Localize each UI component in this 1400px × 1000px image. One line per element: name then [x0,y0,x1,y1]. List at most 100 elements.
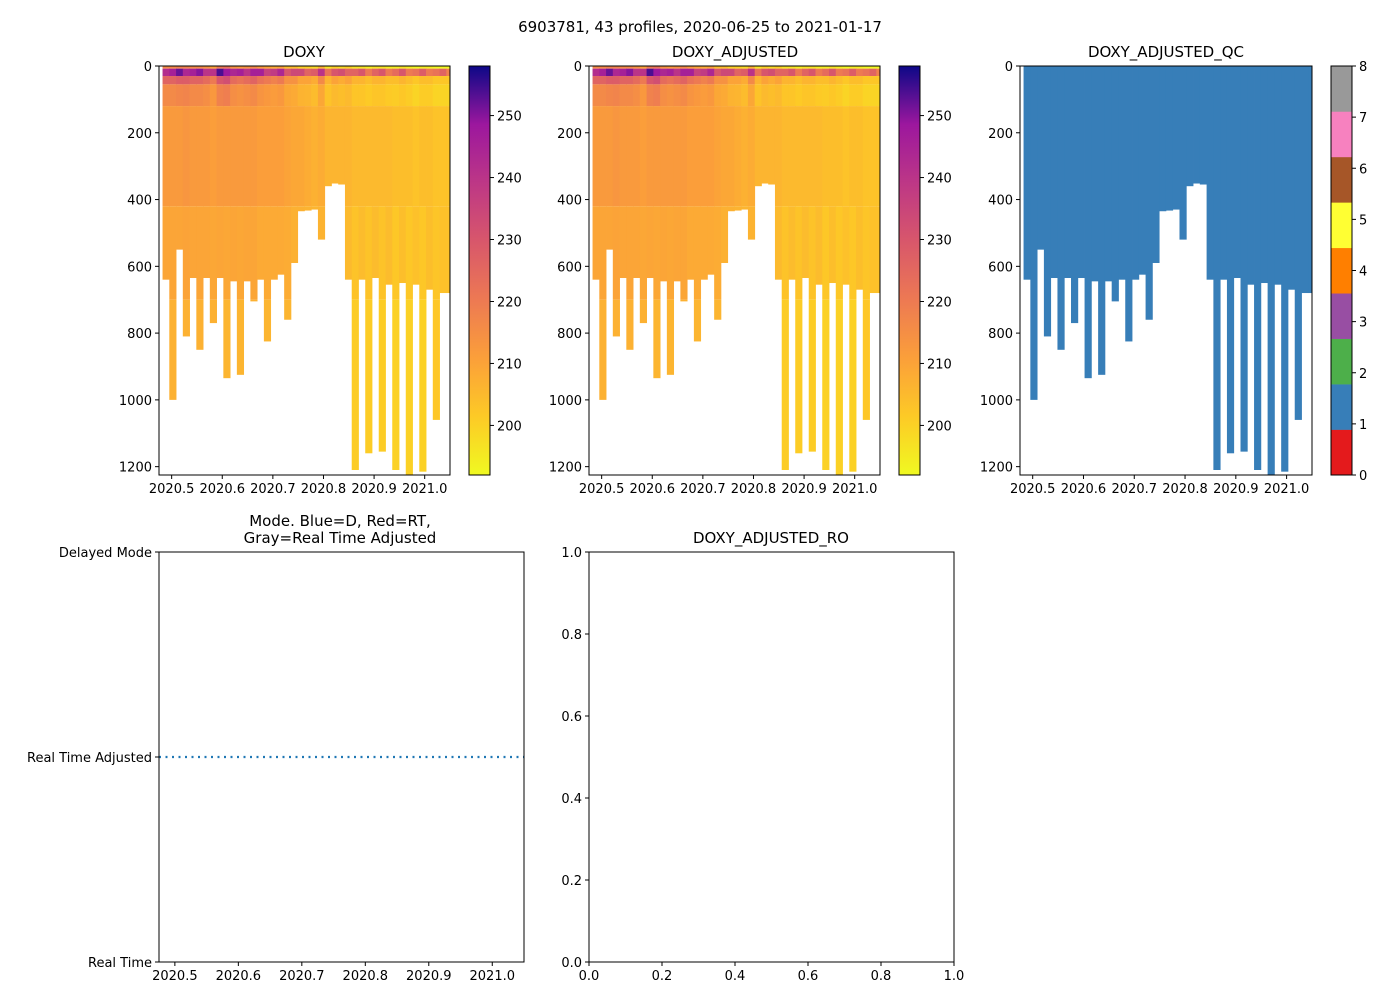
profile-column [317,66,326,240]
y-tick-label: 1200 [119,461,152,476]
profile-cell [203,76,211,85]
profile-column [371,66,380,279]
profile-cell [869,76,877,85]
profile-cell [216,206,224,279]
qc-column [1132,66,1140,280]
profile-cell [169,299,177,400]
profile-cell [639,206,647,300]
profile-column [277,66,285,275]
profile-cell [203,68,211,77]
profile-cell [432,299,440,420]
axis-ticks: 2020.5 2020.6 2020.7 2020.8 2020.9 2021.0 0 200… [549,60,878,497]
y-tick-label: 600 [988,260,1013,275]
profile-column [788,66,796,280]
profile-cell [815,68,823,77]
profile-column [680,66,688,302]
profile-column [653,66,661,379]
profile-column [243,66,251,282]
profile-cell [196,68,204,77]
axes-frame [588,551,955,963]
profile-cell [351,66,359,69]
profile-cell [365,106,373,207]
profile-cell [815,106,823,207]
profile-cell [392,106,400,207]
profile-cell [829,84,837,107]
profile-column [612,66,620,337]
profile-column [673,66,681,282]
profile-cell [236,68,245,77]
profile-cell [284,106,292,207]
profile-cell [747,106,756,207]
profile-cell [720,106,729,207]
profile-cell [365,299,373,454]
profile-cell [182,84,190,107]
qc-column [1294,66,1302,420]
profile-column [700,66,708,280]
profile-cell [666,76,675,85]
profile-cell [223,68,231,77]
profile-column [236,66,245,375]
panel-title-line1: Mode. Blue=D, Red=RT, [249,512,431,530]
profile-cell [862,299,870,420]
profile-cell [747,84,756,107]
profile-cell [687,106,695,207]
qc-column [1071,66,1079,324]
profile-cell [304,206,312,211]
qc-column [1301,66,1309,294]
profile-cell [822,76,830,85]
x-tick-label: 2020.5 [149,482,195,497]
x-tick-label: 2021.0 [470,969,516,984]
profile-cell [680,206,688,300]
profile-cell [781,68,789,77]
profile-column [290,66,299,263]
profile-cell [270,106,278,207]
profile-cell [432,68,440,77]
profile-cell [392,68,400,77]
profile-column [815,66,823,285]
qc-column [1111,66,1119,302]
qc-column [1240,66,1248,452]
x-tick-label: 2020.8 [343,969,389,984]
profile-cell [162,84,170,107]
profile-cell [317,84,326,107]
profile-cell [761,68,769,77]
profile-cell [856,206,864,290]
profile-cell [815,84,823,107]
profile-cell [209,106,217,207]
x-tick-label: 2020.6 [1061,482,1107,497]
profile-cell [419,66,427,69]
profile-cell [801,84,810,107]
profile-cell [633,68,641,77]
profile-cell [331,76,339,85]
profile-column [639,66,647,324]
profile-cell [619,66,627,69]
profile-cell [835,206,843,300]
profile-cell [358,76,366,85]
profile-cell [781,299,789,470]
x-tick-label: 2020.9 [1213,482,1259,497]
profile-column [869,66,877,294]
profile-cell [162,66,170,69]
profile-cell [714,76,722,85]
colorbar-tick-label: 230 [497,234,522,249]
profile-cell [243,206,251,282]
profile-column [741,66,749,210]
profile-cell [801,76,810,85]
profile-cell [405,106,413,207]
profile-cell [707,76,715,85]
y-tick-label: 200 [557,127,582,142]
profile-cell [680,76,688,85]
profile-cell [317,66,326,69]
profile-cell [297,76,305,85]
profile-cell [822,206,830,300]
profile-column [284,66,292,320]
profile-cell [176,68,184,77]
profile-cell [856,84,864,107]
heatmap-doxy-adjusted [592,66,880,475]
profile-cell [869,68,877,77]
profile-cell [405,299,413,475]
profile-cell [351,206,359,300]
profile-column [344,66,353,280]
profile-cell [707,106,715,207]
profile-cell [612,76,620,85]
